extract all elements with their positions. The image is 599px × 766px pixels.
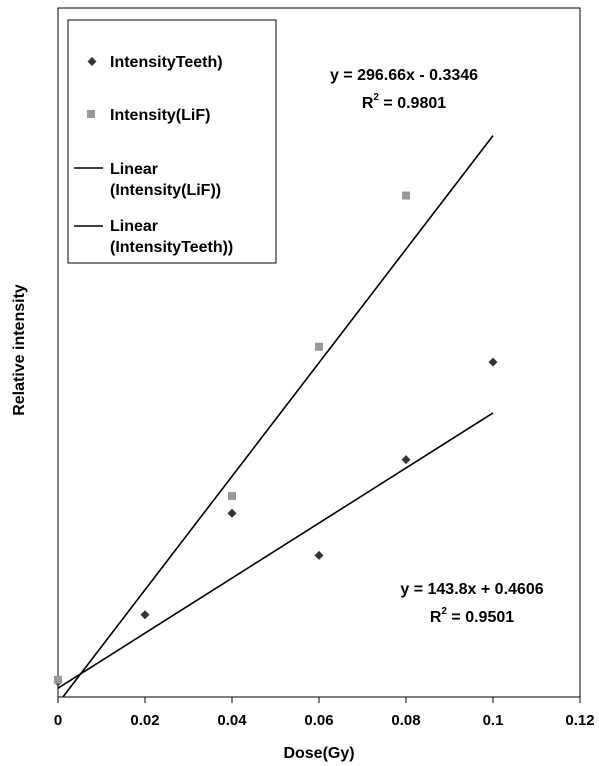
- lif-point: [54, 675, 62, 684]
- data-marks: [53, 191, 498, 687]
- legend-box: [67, 19, 277, 264]
- teeth-point: [140, 610, 150, 620]
- trendline-teeth: [57, 412, 494, 689]
- teeth-point: [488, 357, 498, 367]
- r2-teeth: R2 = 0.9501: [430, 606, 514, 626]
- x-tick-label: 0.02: [130, 712, 159, 729]
- x-axis-title: Dose(Gy): [283, 745, 354, 762]
- x-ticks: 0 0.02 0.04 0.06 0.08 0.1 0.12: [54, 697, 595, 729]
- legend-label-teeth: IntensityTeeth): [110, 54, 223, 71]
- r2-lif: R2 = 0.9801: [362, 92, 446, 112]
- trendline-lif: [62, 135, 494, 698]
- lif-point: [315, 342, 323, 351]
- x-tick-label: 0.06: [304, 712, 333, 729]
- x-tick-label: 0.04: [217, 712, 247, 729]
- r2-teeth-value: = 0.9501: [447, 609, 514, 626]
- r2-lif-sup: 2: [373, 92, 379, 103]
- x-tick-label: 0.08: [391, 712, 420, 729]
- r2-teeth-prefix: R: [430, 609, 442, 626]
- legend: IntensityTeeth) Intensity(LiF) Linear (I…: [67, 19, 277, 264]
- teeth-point: [227, 508, 237, 518]
- r2-teeth-sup: 2: [441, 606, 447, 617]
- legend-label-linear-lif-1: Linear: [110, 161, 158, 178]
- legend-label-linear-lif-2: (Intensity(LiF)): [110, 182, 221, 199]
- legend-label-linear-teeth-2: (IntensityTeeth)): [110, 239, 233, 256]
- teeth-point: [401, 455, 411, 465]
- teeth-point: [314, 550, 324, 560]
- legend-marker-teeth: [87, 57, 97, 66]
- y-axis-title: Relative intensity: [11, 284, 28, 416]
- x-tick-label: 0: [54, 712, 62, 729]
- equation-lif: y = 296.66x - 0.3346: [330, 67, 478, 84]
- x-tick-label: 0.1: [483, 712, 504, 729]
- lif-point: [402, 191, 410, 200]
- legend-marker-lif: [87, 110, 95, 118]
- x-tick-label: 0.12: [565, 712, 594, 729]
- legend-label-lif: Intensity(LiF): [110, 107, 210, 124]
- r2-lif-value: = 0.9801: [379, 95, 446, 112]
- legend-label-linear-teeth-1: Linear: [110, 218, 158, 235]
- r2-lif-prefix: R: [362, 95, 374, 112]
- equation-teeth: y = 143.8x + 0.4606: [400, 581, 543, 598]
- lif-point: [228, 492, 236, 501]
